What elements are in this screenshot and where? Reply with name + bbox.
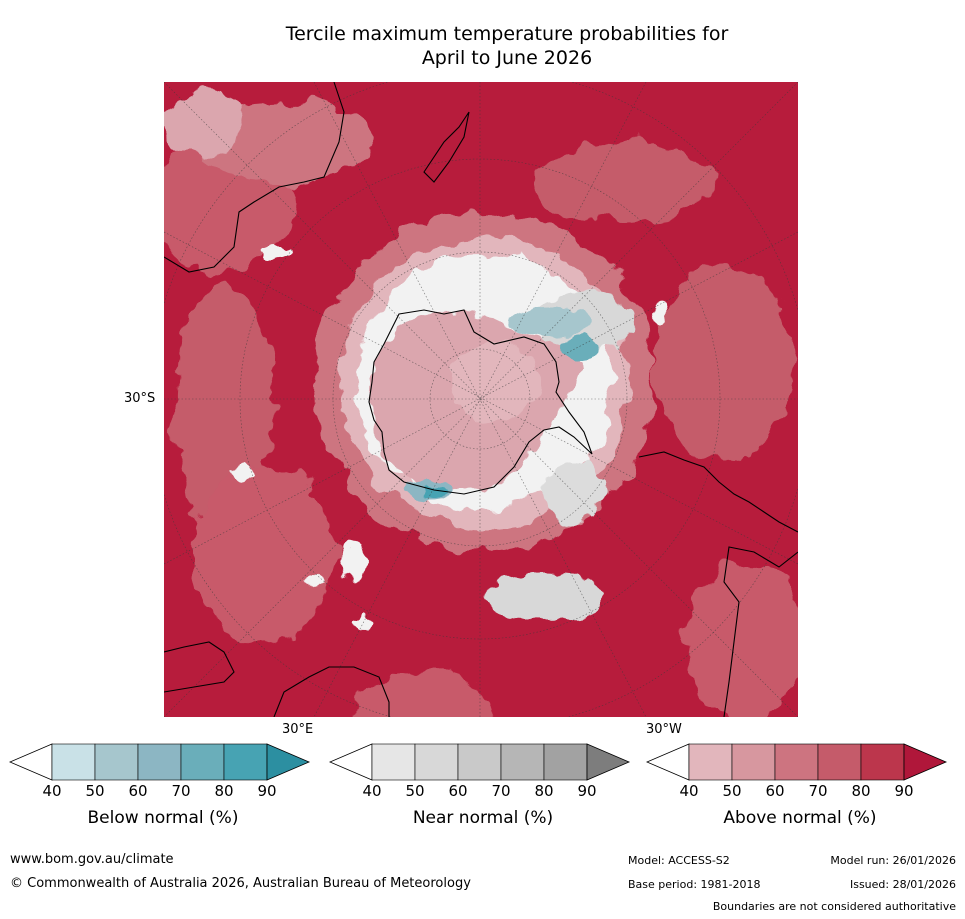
colorbar-segment (137, 743, 182, 781)
coastlines (164, 82, 798, 717)
colorbar-segment (774, 743, 819, 781)
tick-label: 40 (362, 782, 382, 800)
colorbar-above-normal (645, 743, 948, 781)
colorbar-segment (371, 743, 416, 781)
tick-label: 70 (491, 782, 511, 800)
colorbar-near-normal (328, 743, 631, 781)
colorbar-segment (500, 743, 545, 781)
tick-label: 50 (85, 782, 105, 800)
tick-label: 50 (722, 782, 742, 800)
probability-map[interactable] (164, 82, 798, 717)
ticks-near-normal: 40 50 60 70 80 90 (328, 782, 638, 802)
australia-coastline (164, 82, 345, 273)
longitude-label-west: 30°W (646, 722, 682, 737)
website-link[interactable]: www.bom.gov.au/climate (10, 852, 174, 867)
tick-label: 60 (448, 782, 468, 800)
colorbar-below-normal (8, 743, 311, 781)
colorbar-segment (543, 743, 588, 781)
longitude-label-east: 30°E (282, 722, 314, 737)
antarctica-coastline (368, 309, 593, 495)
colorbar-extend-low (328, 743, 373, 781)
latitude-label: 30°S (124, 391, 156, 406)
colorbar-segment (457, 743, 502, 781)
tick-label: 60 (128, 782, 148, 800)
tick-label: 40 (42, 782, 62, 800)
tick-label: 90 (894, 782, 914, 800)
south-america-coastline-south (723, 546, 798, 717)
legend-near-normal: 40 50 60 70 80 90 Near normal (%) (328, 742, 638, 832)
base-period: Base period: 1981-2018 (628, 878, 761, 891)
legend-below-normal: 40 50 60 70 80 90 Below normal (%) (8, 742, 318, 832)
ticks-above-normal: 40 50 60 70 80 90 (645, 782, 955, 802)
colorbar-segment (817, 743, 862, 781)
madagascar-coastline (273, 666, 390, 717)
colorbar-extend-low (645, 743, 690, 781)
chart-title: Tercile maximum temperature probabilitie… (164, 22, 850, 70)
south-america-coastline-north (638, 451, 798, 533)
colorbar-segment (180, 743, 225, 781)
colorbar-segment (223, 743, 268, 781)
legend-title-near-normal: Near normal (%) (412, 808, 554, 828)
issued-date: Issued: 28/01/2026 (849, 878, 956, 891)
colorbar-segment (731, 743, 776, 781)
tick-label: 70 (171, 782, 191, 800)
colorbar-extend-low (8, 743, 53, 781)
ocean-speckles (232, 246, 665, 630)
legend-title-below-normal: Below normal (%) (87, 808, 239, 828)
model-name: Model: ACCESS-S2 (628, 854, 730, 867)
title-line-1: Tercile maximum temperature probabilitie… (285, 23, 729, 45)
colorbar-segment (94, 743, 139, 781)
tick-label: 40 (679, 782, 699, 800)
tick-label: 60 (765, 782, 785, 800)
legend-title-above-normal: Above normal (%) (723, 808, 877, 828)
title-line-2: April to June 2026 (421, 47, 593, 69)
colorbar-extend-high (903, 743, 948, 781)
map-canvas (164, 82, 798, 717)
tick-label: 90 (257, 782, 277, 800)
graticule (164, 82, 798, 717)
tick-label: 90 (577, 782, 597, 800)
colorbar-segment (51, 743, 96, 781)
ticks-below-normal: 40 50 60 70 80 90 (8, 782, 318, 802)
colorbar-extend-high (586, 743, 631, 781)
model-run-date: Model run: 26/01/2026 (830, 854, 956, 867)
tick-label: 80 (851, 782, 871, 800)
colorbar-segment (688, 743, 733, 781)
below-normal-patches (404, 307, 599, 500)
tick-label: 80 (214, 782, 234, 800)
colorbar-segment (414, 743, 459, 781)
tick-label: 70 (808, 782, 828, 800)
new-zealand-coastline (423, 111, 470, 183)
legend-above-normal: 40 50 60 70 80 90 Above normal (%) (645, 742, 955, 832)
colorbar-extend-high (266, 743, 311, 781)
disclaimer-text: Boundaries are not considered authoritat… (712, 900, 956, 913)
copyright-text: © Commonwealth of Australia 2026, Austra… (10, 876, 471, 891)
colorbar-segment (860, 743, 905, 781)
tick-label: 50 (405, 782, 425, 800)
tick-label: 80 (534, 782, 554, 800)
africa-coastline (164, 641, 235, 693)
